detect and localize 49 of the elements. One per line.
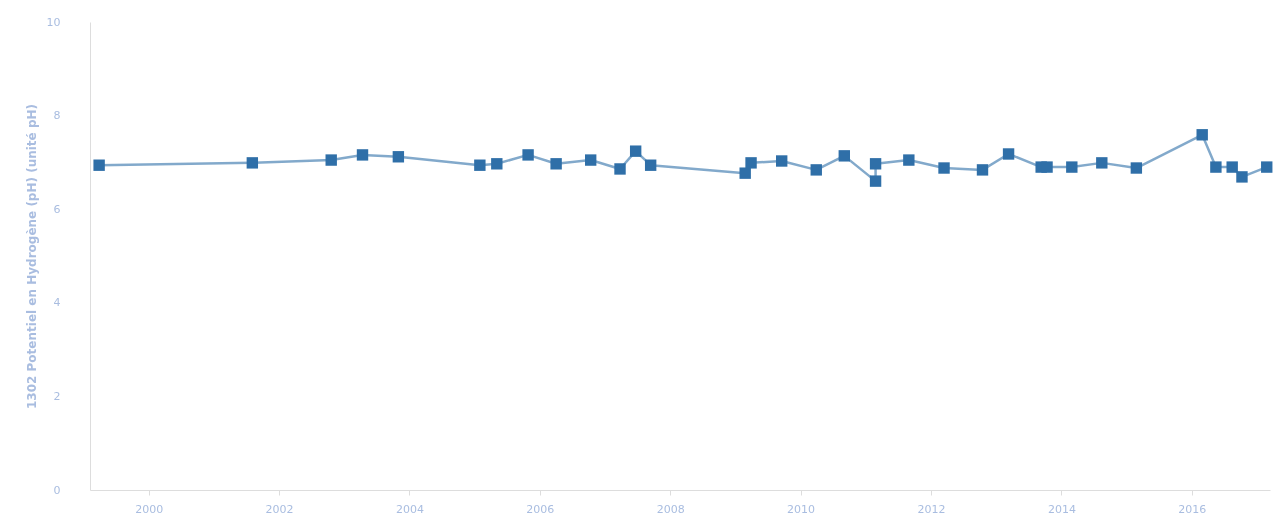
point xyxy=(776,155,788,167)
point xyxy=(614,163,626,175)
y-tick-label: 10 xyxy=(46,15,61,29)
point xyxy=(392,151,405,163)
x-tick-label: 2016 xyxy=(1178,502,1207,516)
point xyxy=(976,164,989,176)
y-axis-title: 1302 Potentiel en Hydrogène (pH) (unité pH) xyxy=(24,103,39,410)
point xyxy=(474,159,486,171)
y-tick-label: 0 xyxy=(53,483,61,497)
point xyxy=(356,149,369,161)
point xyxy=(869,175,882,187)
x-tick-label: 2000 xyxy=(135,502,164,516)
point xyxy=(1226,161,1238,173)
point xyxy=(903,154,915,166)
y-tick-label: 2 xyxy=(53,389,61,403)
x-tick-label: 2002 xyxy=(265,502,294,516)
x-tick-label: 2006 xyxy=(526,502,555,516)
point xyxy=(325,154,337,166)
point xyxy=(1210,161,1222,173)
point xyxy=(644,159,657,171)
y-tick-label: 6 xyxy=(53,202,61,216)
point xyxy=(522,149,534,161)
point xyxy=(584,154,597,166)
point xyxy=(1261,161,1273,173)
point xyxy=(550,158,562,170)
point xyxy=(1002,148,1015,160)
point xyxy=(629,145,642,157)
point xyxy=(1130,162,1143,174)
point xyxy=(1041,161,1053,173)
point xyxy=(810,164,822,176)
point xyxy=(1196,129,1208,141)
point xyxy=(745,157,757,169)
point xyxy=(739,167,751,179)
x-tick-label: 2012 xyxy=(917,502,946,516)
x-tick-label: 2008 xyxy=(656,502,685,516)
point xyxy=(1236,171,1248,183)
y-tick-label: 4 xyxy=(53,296,61,310)
point xyxy=(93,159,105,171)
point xyxy=(838,150,850,162)
point xyxy=(938,162,950,174)
x-tick-label: 2010 xyxy=(787,502,816,516)
x-tick-label: 2014 xyxy=(1047,502,1076,516)
point xyxy=(869,158,882,170)
point xyxy=(1096,157,1108,169)
y-tick-label: 8 xyxy=(53,109,61,123)
point xyxy=(1066,161,1078,173)
x-tick-label: 2004 xyxy=(395,502,424,516)
point xyxy=(491,158,503,170)
point xyxy=(246,157,259,169)
